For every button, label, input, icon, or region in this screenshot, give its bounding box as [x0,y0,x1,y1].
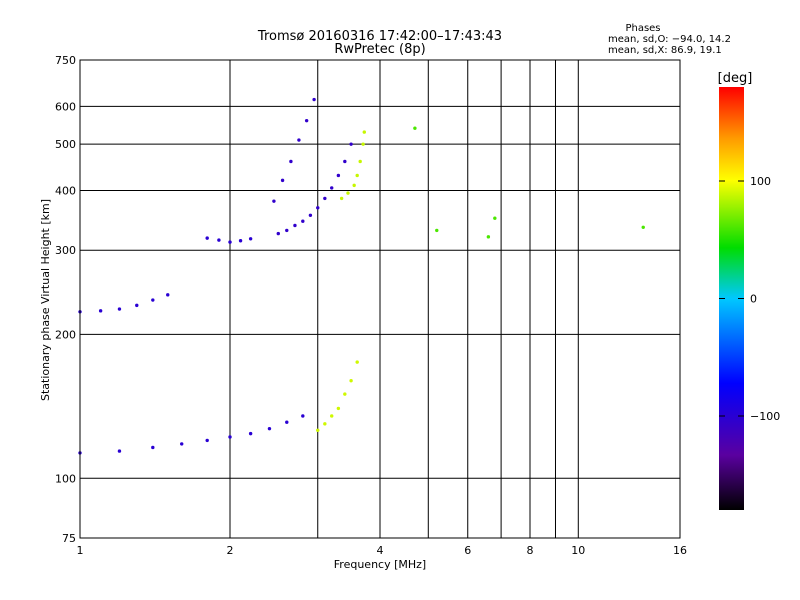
data-point [267,426,272,431]
data-point [641,225,645,230]
data-point [358,159,362,164]
data-point [180,442,184,446]
data-point [98,309,103,313]
data-point [308,213,313,217]
data-point [316,428,320,433]
phase-box-line-x: mean, sd,X: 86.9, 19.1 [608,45,722,56]
data-point [352,183,356,188]
data-point [330,186,334,190]
x-tick-label: 8 [527,544,534,557]
y-tick-label: 100 [55,472,76,485]
phase-box-line-o: mean, sd,O: −94.0, 14.2 [608,34,731,45]
data-point [346,191,350,195]
chart-title: Tromsø 20160316 17:42:00–17:43:43 [257,29,502,44]
data-point [493,216,497,220]
plot-area: 1 2 4 6 8 10 16 75 100 200 300 400 500 600 750 [55,54,687,557]
data-point [238,239,243,243]
data-point [339,196,344,201]
data-point [304,118,309,123]
plot-frame [79,59,681,539]
x-tick-label: 1 [77,544,84,557]
data-point [117,307,122,311]
data-point [336,173,341,178]
y-tick-label: 500 [55,138,76,151]
data-point [413,126,417,130]
data-point [330,414,334,418]
data-point [276,231,280,236]
data-point [486,235,491,239]
data-point [349,142,353,146]
data-point [228,435,232,439]
data-point [435,228,439,233]
data-point [248,431,253,436]
data-point [301,414,305,418]
data-point [248,237,253,241]
y-tick-label: 600 [55,100,76,113]
data-point [205,438,209,443]
data-point [316,206,320,210]
data-point [323,422,327,426]
tick-layer: 1 2 4 6 8 10 16 75 100 200 300 400 500 600 750 [55,54,687,557]
data-point [289,159,293,164]
data-point [355,173,359,178]
data-point [272,199,276,203]
data-point [285,228,289,233]
y-tick-label: 400 [55,184,76,197]
colorbar-tick-label: −100 [750,410,780,423]
x-tick-label: 4 [377,544,384,557]
data-point [355,360,359,364]
data-point [228,240,232,244]
y-axis-label: Stationary phase Virtual Height [km] [39,199,52,401]
colorbar-tick-label: 0 [750,293,757,306]
data-point [343,392,347,396]
grid-layer [80,60,680,538]
y-tick-label: 750 [55,54,76,67]
x-tick-label: 6 [464,544,471,557]
data-point [362,130,366,134]
data-point [343,159,347,164]
data-point [280,178,285,183]
data-point [293,223,297,228]
data-point [217,238,221,242]
data-point [323,196,327,201]
data-point [312,97,316,102]
data-point [285,420,289,424]
x-axis-label: Frequency [MHz] [334,558,426,571]
phase-box-title: Phases [625,23,660,34]
data-point [151,445,155,450]
x-tick-label: 10 [571,544,585,557]
y-tick-label: 200 [55,328,76,341]
data-points-layer [78,97,645,455]
y-tick-label: 75 [62,532,76,545]
data-point [361,142,365,146]
data-point [205,236,209,240]
data-point [297,138,301,142]
colorbar-ticks: 100 0 −100 [719,175,780,423]
x-tick-label: 2 [227,544,234,557]
data-point [349,379,353,383]
y-tick-label: 300 [55,244,76,257]
colorbar-label: [deg] [718,71,753,86]
data-point [301,219,305,223]
data-point [117,449,122,453]
data-point [166,293,170,297]
data-point [336,406,341,411]
data-point [151,298,155,302]
chart-subtitle: RwPretec (8p) [334,42,425,57]
colorbar-tick-label: 100 [750,175,771,188]
data-point [135,303,139,308]
x-tick-label: 16 [673,544,687,557]
